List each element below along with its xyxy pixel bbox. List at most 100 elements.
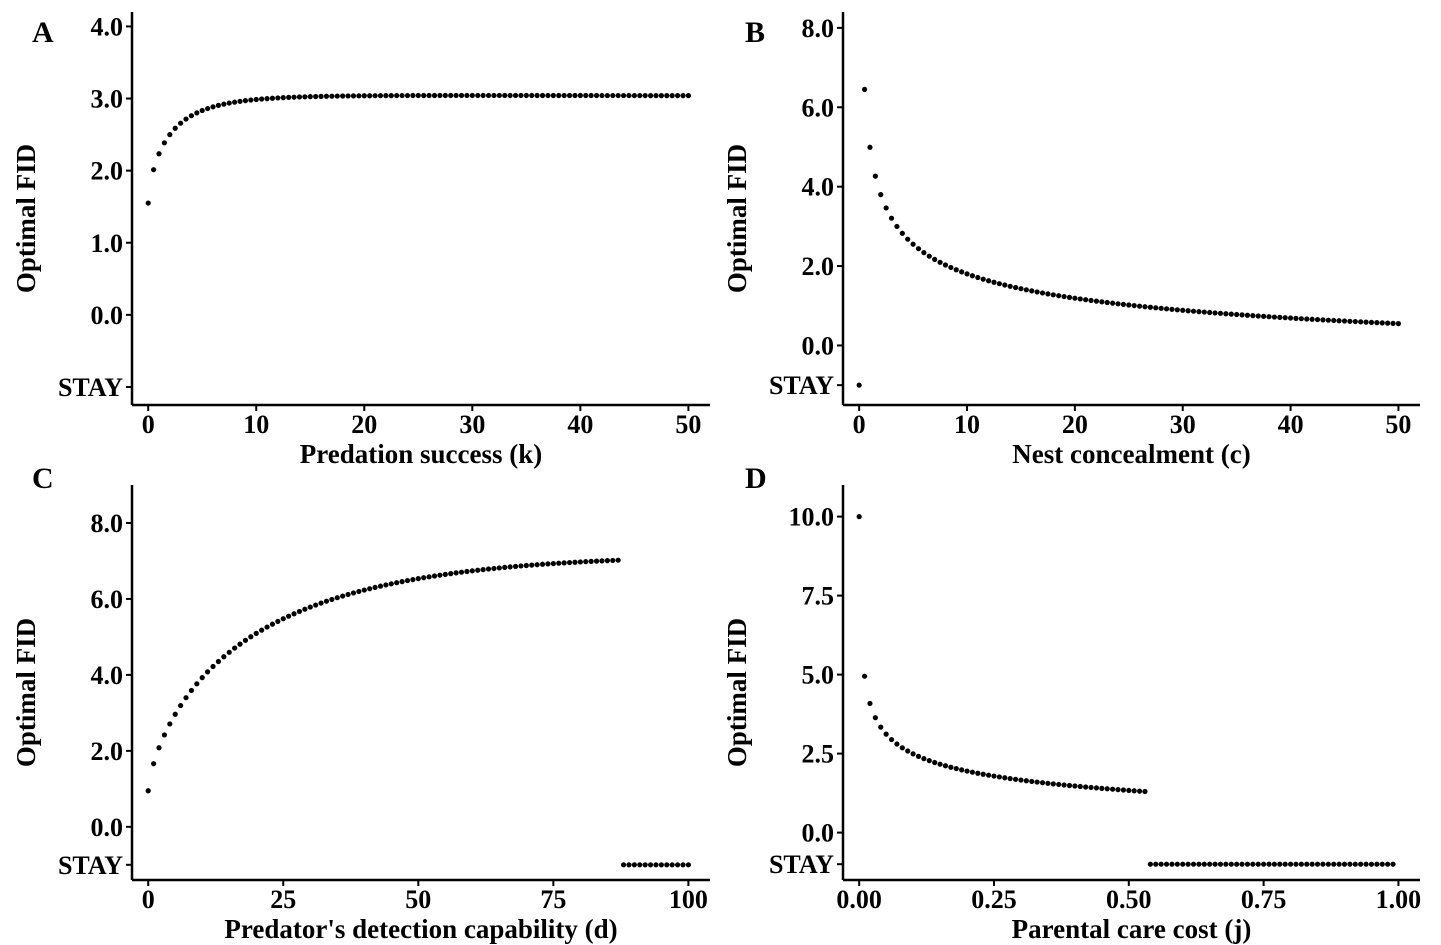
data-point (637, 92, 643, 99)
stay-point (1314, 861, 1321, 867)
stay-point (631, 862, 637, 868)
data-point (1018, 777, 1024, 783)
panel-letter: B (745, 16, 765, 49)
y-tick-label: 0.0 (91, 813, 124, 842)
data-point (583, 92, 589, 99)
data-point (1180, 307, 1186, 313)
stay-point (637, 862, 643, 868)
stay-point (1185, 861, 1191, 867)
data-point (1007, 283, 1013, 289)
data-point (593, 558, 600, 564)
data-point (985, 772, 992, 778)
data-point (905, 748, 911, 754)
stay-point (1261, 861, 1267, 867)
data-point (910, 241, 916, 247)
data-point (296, 608, 303, 615)
y-tick-label: 2.0 (91, 157, 124, 186)
data-point (469, 92, 475, 99)
data-point (872, 715, 878, 721)
data-point (867, 700, 873, 707)
y-tick-label: STAY (769, 371, 834, 400)
data-point (194, 110, 200, 116)
data-point (215, 102, 222, 108)
data-point (340, 593, 346, 599)
data-point (1023, 778, 1029, 784)
data-point (183, 116, 189, 122)
data-point (1088, 784, 1094, 791)
data-point (1099, 785, 1105, 791)
y-tick-label: 2.0 (802, 252, 835, 281)
data-point (345, 93, 351, 99)
data-point (1088, 297, 1094, 304)
data-point (307, 94, 313, 100)
data-point (980, 276, 986, 282)
data-point (1066, 782, 1073, 789)
data-point (566, 559, 573, 566)
data-points (856, 514, 1396, 867)
stay-point (1212, 861, 1218, 867)
data-point (156, 745, 162, 751)
data-point (334, 93, 340, 99)
stay-point (1287, 861, 1294, 867)
x-tick-label: 0 (853, 410, 866, 439)
x-axis-label: Predator's detection capability (d) (224, 914, 617, 944)
data-point (275, 95, 281, 101)
data-point (145, 788, 151, 794)
data-point (1136, 303, 1143, 309)
data-point (237, 98, 243, 104)
data-point (1072, 783, 1078, 789)
stay-point (1379, 861, 1385, 867)
data-point (583, 559, 589, 565)
data-point (167, 132, 173, 138)
data-point (496, 565, 502, 571)
data-point (1207, 309, 1213, 316)
data-point (431, 573, 438, 579)
data-point (518, 92, 524, 99)
y-tick-label: 0.0 (802, 331, 835, 360)
data-point (1034, 779, 1040, 785)
data-point (626, 92, 632, 99)
data-point (242, 637, 249, 643)
data-point (383, 582, 389, 588)
data-point (194, 681, 200, 687)
data-point (561, 560, 567, 566)
data-point (264, 624, 270, 630)
stay-point (1293, 861, 1299, 867)
stay-point (1347, 861, 1353, 867)
data-point (599, 92, 605, 99)
data-point (205, 669, 211, 675)
data-point (921, 756, 927, 762)
data-point (996, 281, 1002, 287)
data-point (269, 95, 276, 101)
stay-point (1147, 861, 1153, 867)
data-point (151, 167, 157, 173)
data-point (404, 92, 411, 99)
data-point (259, 96, 265, 102)
data-point (647, 93, 654, 99)
data-point (345, 591, 351, 598)
data-point (367, 586, 373, 592)
data-point (1271, 314, 1278, 320)
y-tick-label: 2.0 (91, 737, 124, 766)
data-point (232, 645, 238, 651)
data-point (604, 558, 610, 564)
data-point (534, 92, 540, 99)
data-point (985, 278, 992, 284)
stay-point (664, 862, 670, 868)
data-point (642, 92, 648, 99)
stay-point (647, 862, 654, 868)
data-point (631, 92, 637, 99)
data-point (313, 602, 319, 608)
data-point (1298, 316, 1304, 322)
data-point (221, 101, 227, 107)
data-point (502, 564, 508, 571)
data-point (550, 92, 556, 99)
data-point (464, 568, 470, 575)
data-point (1061, 782, 1067, 788)
stay-point (856, 382, 862, 388)
data-point (883, 205, 889, 211)
data-point (253, 630, 259, 636)
data-point (872, 173, 878, 179)
data-point (1061, 293, 1067, 300)
stay-point (1266, 861, 1272, 867)
